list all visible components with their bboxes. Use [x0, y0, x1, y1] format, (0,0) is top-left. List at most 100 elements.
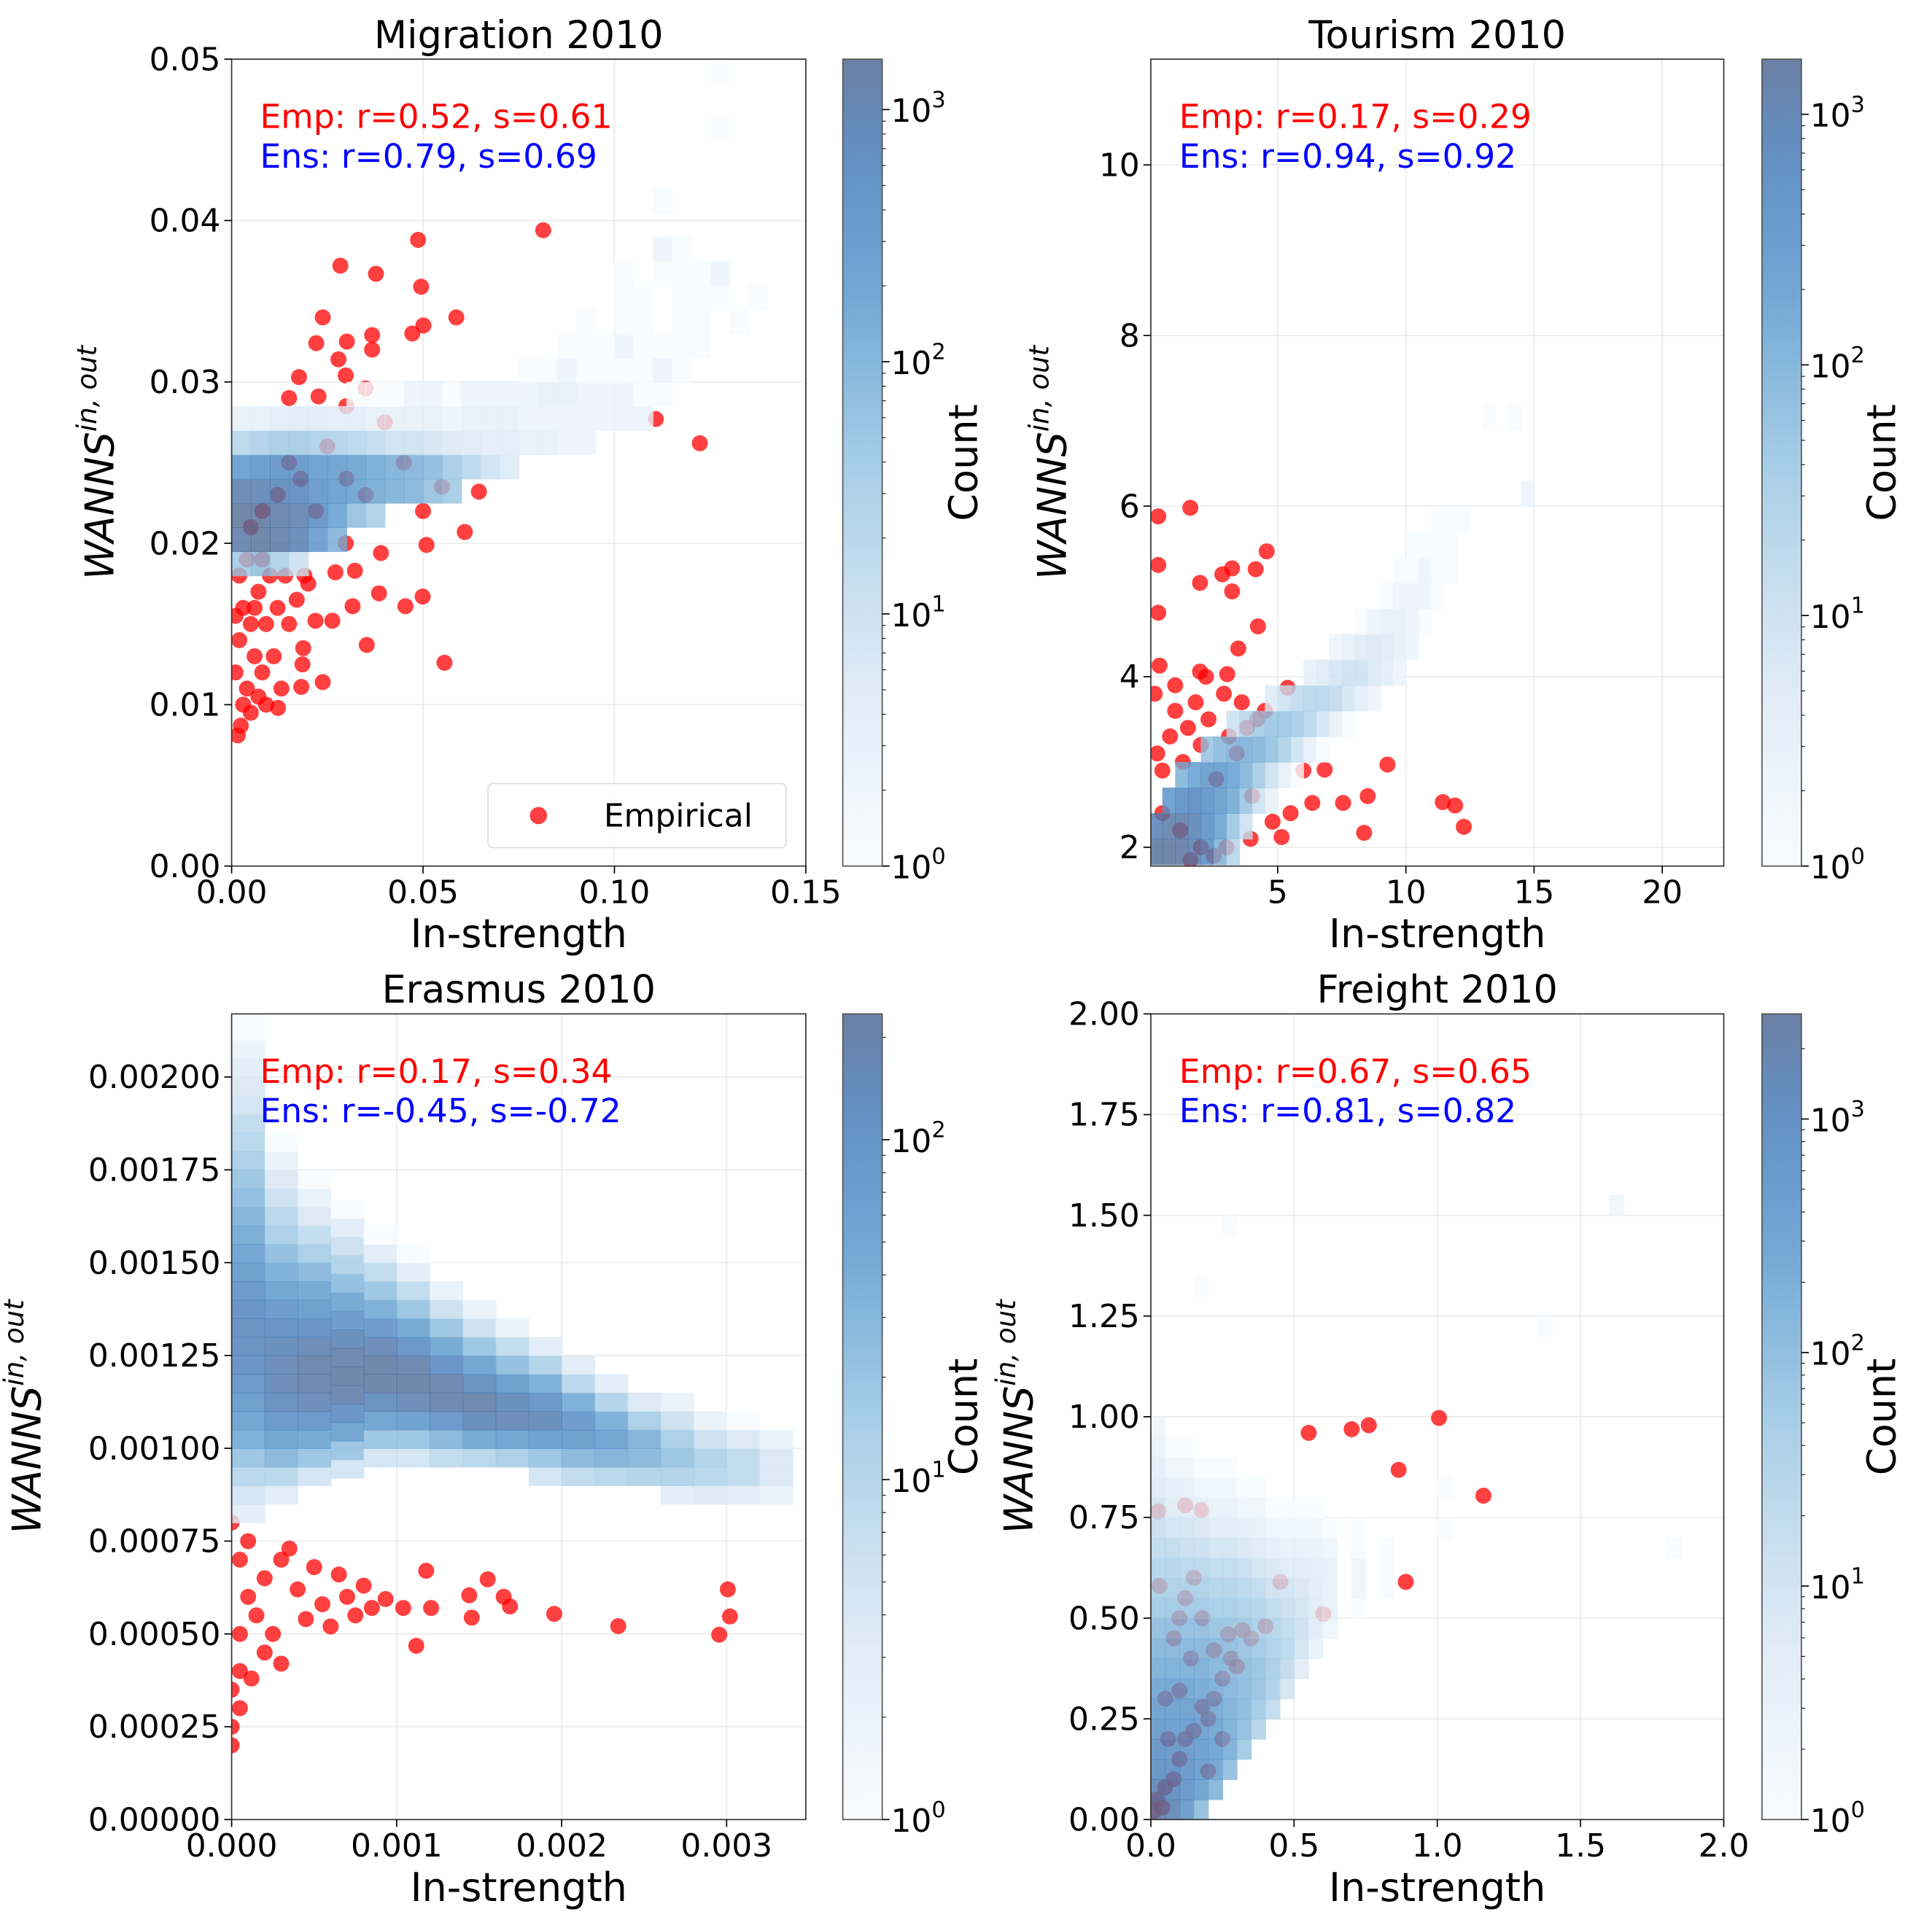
- heatmap-cell: [264, 1318, 298, 1338]
- heatmap-cell: [1208, 1719, 1223, 1740]
- heatmap-cell: [298, 1374, 332, 1393]
- heatmap-cell: [330, 1404, 365, 1423]
- heatmap-cell: [1265, 1577, 1281, 1599]
- heatmap-cell: [1208, 1638, 1223, 1660]
- heatmap-cell: [1277, 761, 1292, 788]
- heatmap-cell: [633, 333, 653, 359]
- heatmap-cell: [1150, 1577, 1166, 1599]
- heatmap-cell: [462, 1318, 497, 1338]
- heatmap-cell: [633, 284, 653, 311]
- heatmap-cell: [1239, 788, 1253, 815]
- heatmap-cell: [430, 1392, 464, 1412]
- heatmap-cell: [594, 1429, 629, 1449]
- heatmap-cell: [1393, 608, 1407, 635]
- heatmap-cell: [1251, 1497, 1266, 1518]
- heatmap-cell: [1537, 1315, 1553, 1337]
- heatmap-cell: [264, 1188, 298, 1208]
- empirical-point: [397, 598, 414, 615]
- heatmap-cell: [1179, 1577, 1195, 1599]
- heatmap-cell: [1208, 1779, 1223, 1800]
- heatmap-cell: [462, 1355, 497, 1375]
- heatmap-cell: [694, 1466, 728, 1486]
- heatmap-cell: [264, 1466, 298, 1486]
- heatmap-cell: [231, 405, 252, 431]
- empirical-point: [470, 483, 487, 500]
- y-tick-label: 1.00: [1068, 1399, 1140, 1436]
- heatmap-cell: [694, 1411, 728, 1431]
- heatmap-cell: [363, 1225, 397, 1245]
- heatmap-cell: [330, 1385, 365, 1404]
- heatmap-cell: [1265, 1618, 1281, 1639]
- empirical-point: [338, 367, 354, 384]
- heatmap-cell: [346, 430, 367, 456]
- heatmap-cell: [1179, 1738, 1195, 1760]
- empirical-point: [1397, 1574, 1414, 1590]
- heatmap-cell: [363, 1411, 397, 1431]
- heatmap-cell: [270, 454, 290, 480]
- heatmap-cell: [308, 502, 328, 528]
- heatmap-cell: [442, 381, 462, 407]
- heatmap-cell: [289, 551, 309, 577]
- heatmap-cell: [1265, 761, 1279, 788]
- heatmap-cell: [270, 405, 290, 431]
- x-tick-label: 0.05: [387, 874, 459, 911]
- y-tick-label: 6: [1120, 488, 1140, 525]
- colorbar-label: Count: [941, 404, 987, 521]
- heatmap-cell: [672, 309, 692, 335]
- empirical-point: [231, 1719, 240, 1735]
- heatmap-cell: [346, 405, 367, 431]
- heatmap-cell: [1303, 659, 1317, 686]
- heatmap-cell: [1222, 1678, 1238, 1700]
- colorbar-tick-base: 10: [1810, 1803, 1851, 1840]
- heatmap-cell: [384, 478, 405, 504]
- heatmap-cell: [1187, 813, 1202, 840]
- heatmap-cell: [1150, 1799, 1166, 1820]
- heatmap-cell: [231, 1058, 265, 1078]
- heatmap-cell: [495, 1374, 529, 1393]
- heatmap-cell: [346, 454, 367, 480]
- heatmap-cell: [231, 1095, 265, 1115]
- empirical-point: [413, 279, 430, 295]
- heatmap-cell: [298, 1244, 332, 1264]
- heatmap-cell: [231, 1411, 265, 1431]
- heatmap-cell: [1303, 736, 1317, 763]
- empirical-point: [415, 317, 432, 334]
- colorbar-label: Count: [1858, 404, 1904, 521]
- heatmap-cell: [660, 1466, 694, 1486]
- y-tick-label: 4: [1120, 658, 1140, 696]
- heatmap-cell: [694, 1485, 728, 1505]
- heatmap-cell: [327, 430, 347, 456]
- heatmap-cell: [556, 405, 577, 431]
- heatmap-cell: [231, 1188, 265, 1208]
- heatmap-cell: [298, 1429, 332, 1449]
- x-tick-label: 0.10: [579, 874, 651, 911]
- heatmap-cell: [1208, 1759, 1223, 1780]
- heatmap-cell: [231, 1318, 265, 1338]
- empirical-point: [347, 1607, 364, 1624]
- heatmap-cell: [1165, 1437, 1181, 1458]
- x-tick-label: 1.0: [1412, 1827, 1463, 1865]
- heatmap-cell: [384, 454, 405, 480]
- heatmap-cell: [1236, 1738, 1252, 1760]
- y-tick-label: 0.00175: [88, 1151, 221, 1189]
- colorbar-tick-label: 102: [891, 340, 945, 382]
- heatmap-cell: [231, 1281, 265, 1301]
- heatmap-cell: [1193, 1638, 1209, 1660]
- heatmap-cell: [1208, 1678, 1223, 1700]
- heatmap-cell: [462, 1299, 497, 1319]
- heatmap-cell: [562, 1374, 596, 1393]
- heatmap-cell: [327, 405, 347, 431]
- colorbar-tick-label: 101: [1810, 594, 1865, 636]
- empirical-point: [238, 680, 255, 697]
- colorbar-tick-exponent: 1: [931, 1458, 945, 1483]
- empirical-point: [711, 1626, 728, 1643]
- heatmap-cell: [1179, 1698, 1195, 1720]
- heatmap-cell: [430, 1411, 464, 1431]
- empirical-point: [364, 327, 381, 343]
- heatmap-cell: [461, 454, 481, 480]
- heatmap-cell: [1236, 1537, 1252, 1559]
- y-tick-label: 2.00: [1068, 996, 1140, 1033]
- heatmap-cell: [403, 430, 424, 456]
- heatmap-cell: [627, 1411, 662, 1431]
